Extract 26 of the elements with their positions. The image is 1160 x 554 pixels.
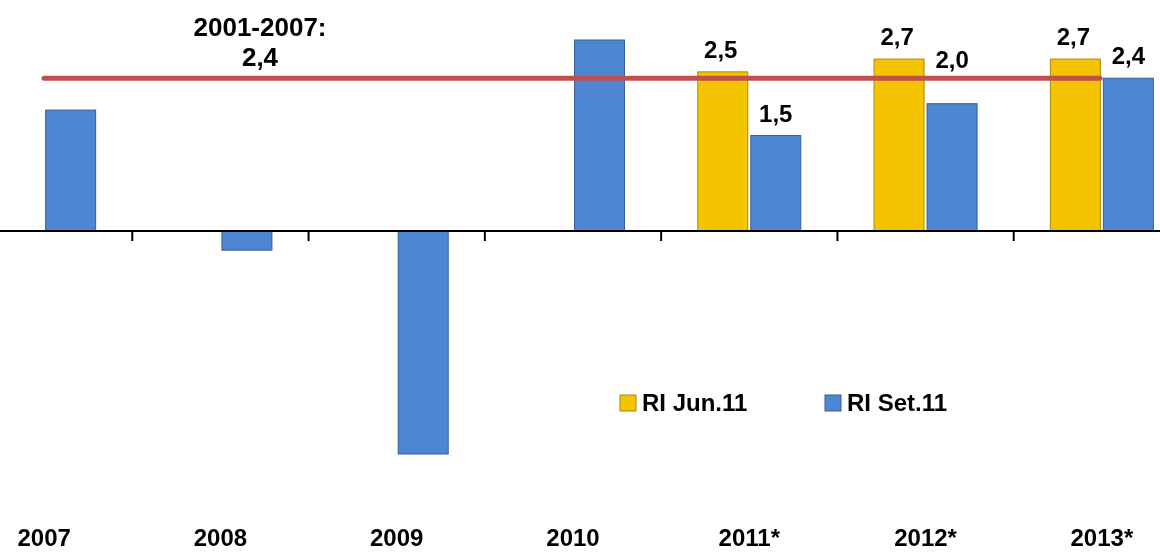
data-label: 1,5 xyxy=(759,99,793,127)
bar xyxy=(45,109,97,232)
x-tick-label: 2013* xyxy=(1070,524,1134,551)
legend-label: RI Set.11 xyxy=(847,389,948,416)
x-tick-label: 2012* xyxy=(894,524,958,551)
data-label: 2,7 xyxy=(1056,23,1091,51)
bar xyxy=(221,230,273,251)
bar xyxy=(926,103,978,232)
bar xyxy=(750,135,802,232)
x-tick-label: 2009 xyxy=(370,524,424,551)
legend-label: RI Jun.11 xyxy=(642,389,748,416)
data-label: 2,0 xyxy=(935,46,969,74)
bar xyxy=(697,71,749,232)
bar xyxy=(1049,58,1101,232)
x-tick-label: 2008 xyxy=(193,524,248,551)
bar xyxy=(574,39,625,232)
x-tick-label: 2007 xyxy=(17,524,71,551)
x-tick-label: 2010 xyxy=(546,524,600,551)
data-label: 2,7 xyxy=(880,23,914,51)
ref-line-label: 2001-2007: 2,4 xyxy=(193,12,327,73)
data-label: 2,4 xyxy=(1111,42,1146,70)
x-tick-label: 2011* xyxy=(718,524,781,551)
bar xyxy=(873,58,925,232)
bar xyxy=(397,230,449,455)
bar xyxy=(1102,77,1154,232)
data-label: 2,5 xyxy=(704,35,738,63)
